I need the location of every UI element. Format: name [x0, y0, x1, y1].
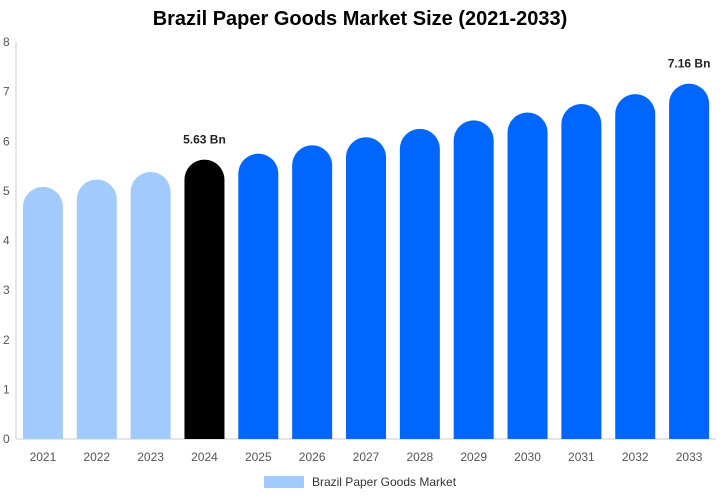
y-tick-label: 1: [3, 382, 10, 396]
data-label-2024: 5.63 Bn: [183, 133, 226, 147]
chart-title: Brazil Paper Goods Market Size (2021-203…: [152, 8, 568, 30]
data-labels: 5.63 Bn 7.16 Bn: [183, 57, 710, 147]
bar-2032: [615, 94, 656, 439]
x-tick-label: 2031: [568, 450, 595, 464]
y-tick-label: 7: [3, 85, 10, 99]
bar-2021: [22, 186, 63, 439]
bar-2031: [561, 104, 602, 439]
data-label-2033: 7.16 Bn: [668, 57, 711, 71]
y-tick-label: 0: [3, 432, 10, 446]
bar-2024: [184, 159, 225, 439]
x-tick-label: 2030: [514, 450, 541, 464]
x-tick-label: 2029: [460, 450, 487, 464]
y-axis-ticks: 0 1 2 3 4 5 6 7 8: [3, 35, 10, 446]
bar-2027: [346, 137, 386, 439]
x-tick-label: 2027: [353, 450, 380, 464]
y-tick-label: 6: [3, 134, 10, 148]
x-tick-label: 2026: [299, 450, 326, 464]
x-tick-label: 2033: [676, 450, 703, 464]
bar-2028: [399, 128, 440, 439]
bar-2029: [453, 120, 494, 439]
x-tick-label: 2028: [406, 450, 433, 464]
x-tick-label: 2024: [191, 450, 218, 464]
y-tick-label: 3: [3, 283, 10, 297]
bar-2033: [669, 83, 710, 439]
bars-group: [22, 83, 710, 439]
legend-label: Brazil Paper Goods Market: [311, 475, 457, 489]
legend-swatch: [263, 476, 304, 488]
bar-2022: [76, 179, 117, 439]
bar-2030: [507, 112, 548, 439]
bar-2026: [292, 145, 333, 439]
y-tick-label: 4: [3, 234, 10, 248]
x-tick-label: 2032: [622, 450, 649, 464]
y-tick-label: 2: [3, 333, 10, 347]
bar-2025: [238, 153, 279, 439]
x-axis-ticks: 2021 2022 2023 2024 2025 2026 2027 2028 2029 2030…: [30, 450, 703, 464]
x-tick-label: 2022: [83, 450, 110, 464]
bar-2023: [130, 172, 171, 439]
x-tick-label: 2023: [137, 450, 164, 464]
x-tick-label: 2025: [245, 450, 272, 464]
y-tick-label: 8: [3, 35, 10, 49]
x-tick-label: 2021: [30, 450, 57, 464]
y-tick-label: 5: [3, 184, 10, 198]
legend: Brazil Paper Goods Market: [0, 475, 720, 489]
